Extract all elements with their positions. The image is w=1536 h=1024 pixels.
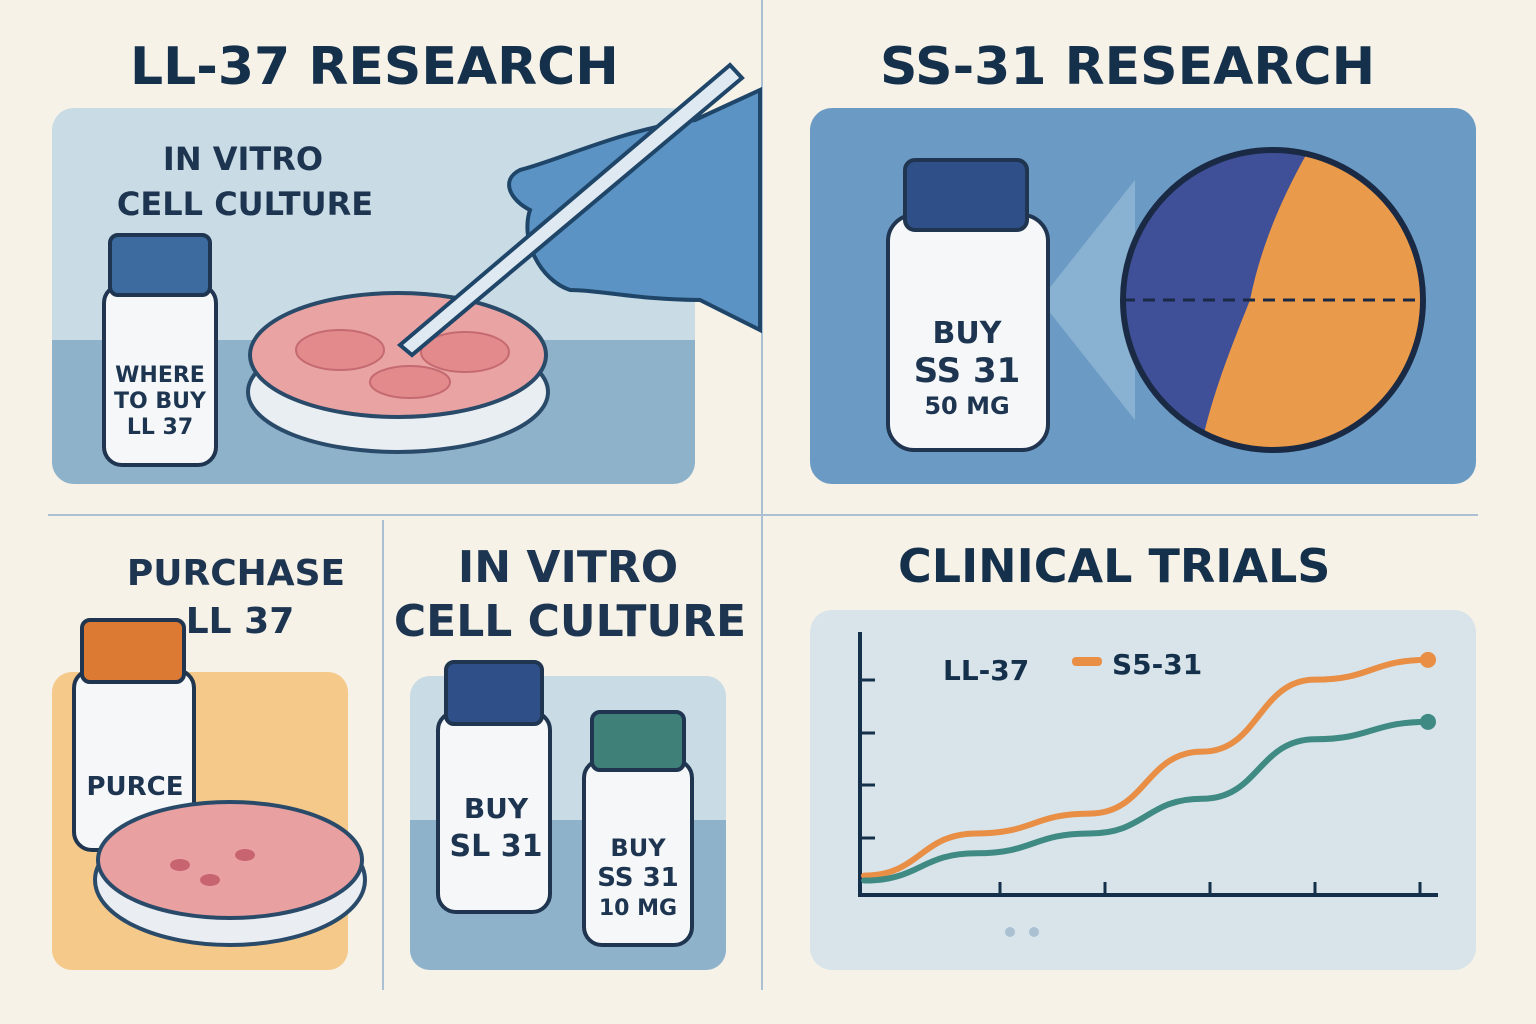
ss31-vial-label-3: 50 MG [924,392,1009,420]
ll37-vial-label-3: LL 37 [127,415,193,440]
sl31-vial-label-1: BUY [464,792,529,825]
data-point [1420,713,1436,730]
invitro-panel: BUY SL 31 BUY SS 31 10 MG [410,660,726,970]
ss31-panel: BUY SS 31 50 MG [810,108,1476,484]
x-ticks [998,882,1422,895]
ll37-caption-line1: IN VITRO [163,140,323,178]
petri-dish [246,291,550,454]
ss31-10mg-vial: BUY SS 31 10 MG [582,710,694,947]
series-line-1 [861,718,1431,884]
clinical-trials-title: CLINICAL TRIALS [898,539,1330,593]
ll37-caption-line2: CELL CULTURE [117,185,373,223]
purchase-vial: PURCE [72,618,196,852]
data-point [1420,651,1436,668]
ss31-research-title: SS-31 RESEARCH [880,37,1375,97]
purchase-title-line1: PURCHASE [127,553,345,594]
pagination-dot [1029,927,1039,937]
line-chart: LL-37 S5-31 [858,632,1438,937]
y-ticks [860,678,875,840]
microscope-view-circle [1120,147,1426,453]
sl31-vial: BUY SL 31 [436,660,552,914]
legend-s531: S5-31 [1112,648,1202,681]
ss31-10mg-label-3: 10 MG [599,896,677,921]
legend-ll37: LL-37 [943,654,1029,687]
sl31-vial-label-2: SL 31 [450,829,543,864]
gloved-hand-pipette [396,62,762,358]
ss31-vial-label-1: BUY [933,316,1003,351]
purchase-petri-dish [93,800,367,947]
ll37-panel: IN VITRO CELL CULTURE WHERE TO BUY LL 37 [52,62,762,484]
legend-swatch-s531 [1072,657,1102,666]
ss31-10mg-label-1: BUY [610,834,666,862]
ss31-vial: BUY SS 31 50 MG [886,158,1050,452]
purchase-panel: PURCE [52,618,367,970]
ss31-10mg-label-2: SS 31 [597,863,679,893]
purchase-vial-label: PURCE [86,772,183,802]
purchase-title-line2: LL 37 [186,601,295,642]
series-line-0 [861,656,1431,879]
ss31-vial-label-2: SS 31 [914,351,1021,391]
invitro-title-line1: IN VITRO [458,542,678,593]
ll37-vial: WHERE TO BUY LL 37 [102,233,218,467]
pagination-dot [1005,927,1015,937]
ll37-vial-label-2: TO BUY [114,389,207,414]
ll37-vial-label-1: WHERE [115,363,205,388]
ll37-research-title: LL-37 RESEARCH [130,37,619,97]
invitro-title-line2: CELL CULTURE [394,596,746,647]
